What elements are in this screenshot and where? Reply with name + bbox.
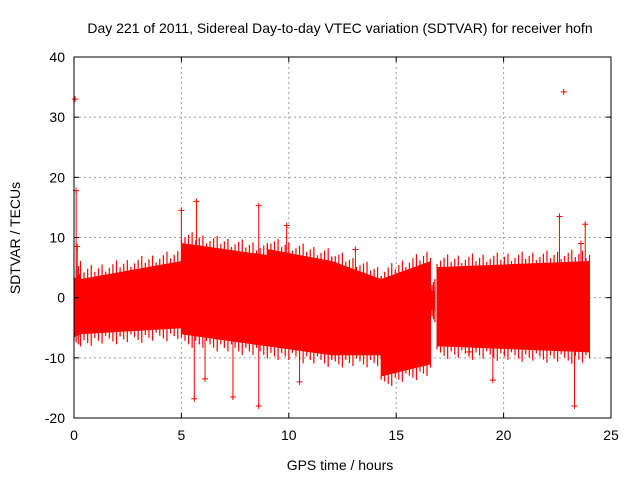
outlier-point bbox=[178, 207, 185, 214]
outlier-point bbox=[556, 213, 563, 220]
y-tick-label: 40 bbox=[49, 49, 65, 65]
y-tick-label: -10 bbox=[45, 350, 65, 366]
x-tick-label: 0 bbox=[70, 427, 78, 443]
y-tick-label: -20 bbox=[45, 410, 65, 426]
x-axis-label: GPS time / hours bbox=[287, 457, 394, 473]
data-band-segment bbox=[266, 248, 333, 356]
outlier-point bbox=[577, 240, 584, 247]
outlier-point bbox=[255, 402, 262, 409]
y-tick-label: 10 bbox=[49, 230, 65, 246]
x-axis-ticks: 0 5 10 15 20 25 bbox=[70, 57, 619, 443]
data-band-segment bbox=[73, 272, 81, 338]
outlier-point bbox=[352, 246, 359, 253]
outlier-point bbox=[72, 96, 79, 103]
outlier-point bbox=[296, 378, 303, 385]
outlier-points bbox=[72, 88, 589, 409]
outlier-point bbox=[191, 395, 198, 402]
x-tick-label: 25 bbox=[603, 427, 619, 443]
outlier-point bbox=[193, 198, 200, 205]
data-band-segment bbox=[380, 260, 432, 377]
data-band-segment bbox=[180, 242, 268, 347]
outlier-point bbox=[283, 222, 290, 229]
data-band bbox=[73, 232, 591, 386]
outlier-point bbox=[255, 202, 262, 209]
outlier-point bbox=[582, 221, 589, 228]
y-tick-label: 30 bbox=[49, 109, 65, 125]
outlier-point bbox=[466, 348, 473, 355]
outlier-point bbox=[74, 243, 81, 250]
x-tick-label: 10 bbox=[281, 427, 297, 443]
outlier-point bbox=[560, 88, 567, 95]
y-axis-ticks: -20 -10 0 10 20 30 40 bbox=[45, 49, 611, 426]
x-tick-label: 5 bbox=[178, 427, 186, 443]
x-tick-label: 20 bbox=[496, 427, 512, 443]
y-tick-label: 20 bbox=[49, 169, 65, 185]
x-tick-label: 15 bbox=[388, 427, 404, 443]
data-band-segment bbox=[430, 291, 436, 311]
y-axis-label: SDTVAR / TECUs bbox=[7, 182, 23, 294]
outlier-point bbox=[489, 377, 496, 384]
chart-title: Day 221 of 2011, Sidereal Day-to-day VTE… bbox=[87, 20, 592, 36]
outlier-point bbox=[571, 402, 578, 409]
outlier-point bbox=[229, 393, 236, 400]
outlier-point bbox=[202, 375, 209, 382]
data-band-segment bbox=[79, 260, 182, 335]
data-band-segment bbox=[436, 261, 591, 353]
y-tick-label: 0 bbox=[57, 290, 65, 306]
